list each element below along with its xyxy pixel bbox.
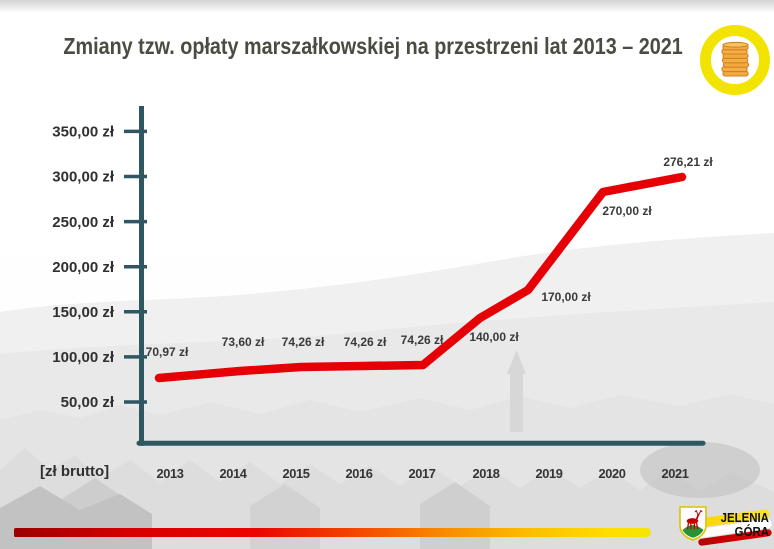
coins-glyph	[721, 41, 750, 77]
data-point-label: 270,00 zł	[602, 204, 652, 218]
y-tick-label: 50,00 zł	[61, 394, 115, 411]
y-tick-label: 100,00 zł	[52, 349, 115, 366]
x-year-label: 2021	[662, 466, 689, 481]
x-year-label: 2017	[409, 466, 436, 481]
data-point-label: 74,26 zł	[344, 335, 387, 349]
data-point-label: 170,00 zł	[541, 290, 591, 304]
y-tick-label: 300,00 zł	[52, 169, 115, 186]
jelenia-gora-logo: JELENIA GÓRA	[676, 502, 773, 547]
top-edge-gradient	[0, 0, 774, 13]
y-tick-label: 250,00 zł	[52, 214, 115, 231]
y-tick-label: 350,00 zł	[52, 124, 115, 141]
y-tick-label: 200,00 zł	[52, 259, 115, 276]
x-year-label: 2019	[536, 466, 563, 481]
logo-text-line1: JELENIA	[720, 510, 769, 525]
data-point-label: 73,60 zł	[222, 335, 265, 349]
data-point-label: 70,97 zł	[146, 345, 189, 359]
footer-gradient-bar	[14, 528, 651, 537]
data-point-label: 74,26 zł	[282, 335, 325, 349]
x-year-label: 2020	[599, 466, 626, 481]
title-bar: Zmiany tzw. opłaty marszałkowskiej na pr…	[0, 33, 746, 60]
coin-stack-icon	[700, 25, 770, 95]
x-year-label: 2015	[283, 466, 310, 481]
data-point-label: 276,21 zł	[663, 155, 713, 169]
page-title: Zmiany tzw. opłaty marszałkowskiej na pr…	[63, 33, 683, 59]
x-year-label: 2013	[157, 466, 184, 481]
y-tick-label: 150,00 zł	[52, 304, 115, 321]
x-year-label: 2018	[473, 466, 500, 481]
y-axis-unit-label: [zł brutto]	[40, 463, 110, 480]
x-year-label: 2016	[346, 466, 373, 481]
x-year-label: 2014	[220, 466, 248, 481]
deer-crest-icon	[679, 506, 707, 541]
data-point-label: 140,00 zł	[469, 330, 519, 344]
price-line	[154, 172, 687, 383]
data-point-label: 74,26 zł	[401, 333, 444, 347]
logo-text-line2: GÓRA	[734, 524, 769, 539]
